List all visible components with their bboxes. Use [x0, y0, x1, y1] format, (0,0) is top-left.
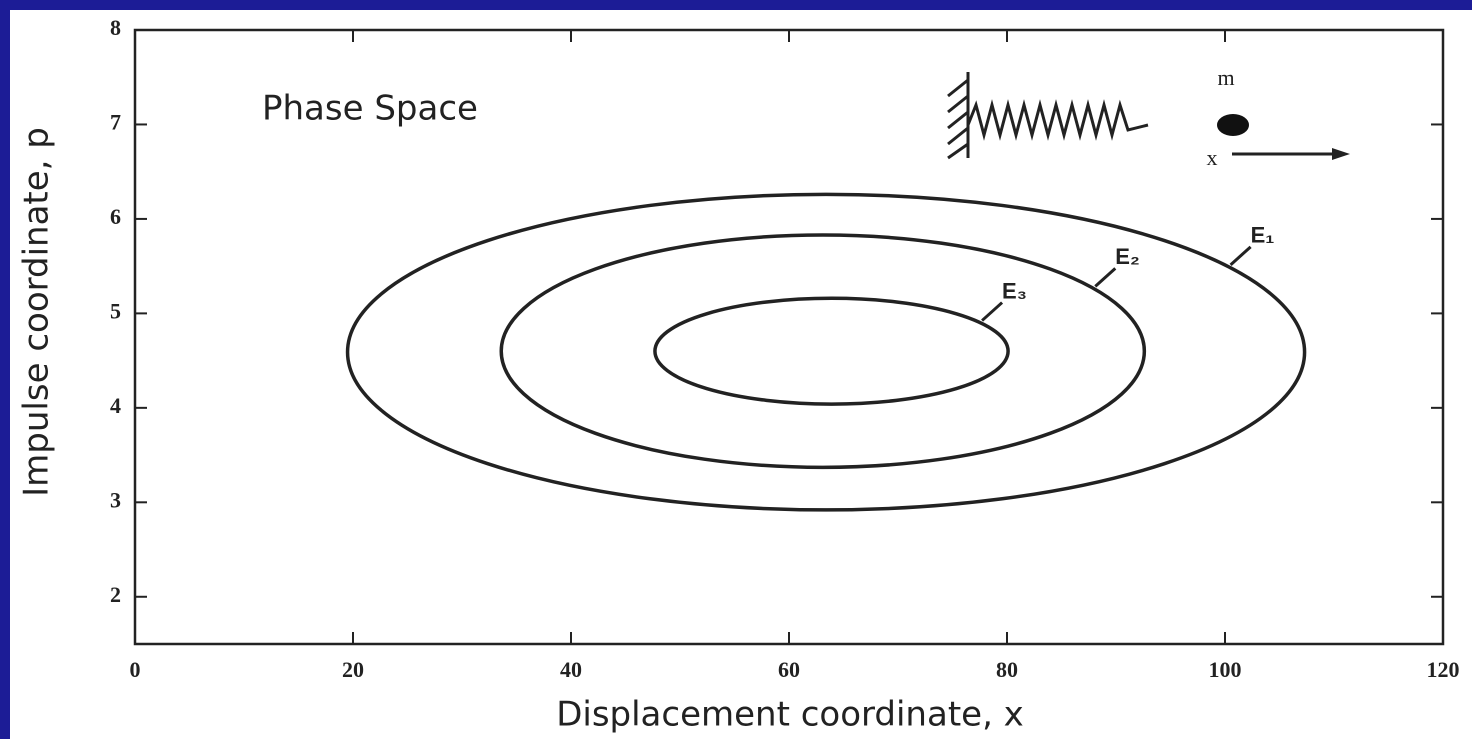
series-label: E₃: [1002, 278, 1027, 303]
chart-title: Phase Space: [262, 89, 478, 129]
y-tick-label: 7: [110, 110, 121, 135]
chart: Phase Space Displacement coordinate, x I…: [0, 0, 1472, 739]
x-tick-label: 20: [342, 657, 364, 682]
y-axis-label: Impulse coordinate, p: [17, 127, 57, 497]
y-tick-label: 3: [110, 487, 121, 512]
x-tick-label: 100: [1209, 657, 1242, 682]
mass: [1217, 114, 1249, 136]
x-axis-label: Displacement coordinate, x: [556, 695, 1024, 735]
x-tick-label: 0: [130, 657, 141, 682]
y-tick-label: 4: [110, 393, 121, 418]
plot-panel: [10, 10, 1472, 739]
x-tick-label: 120: [1427, 657, 1460, 682]
y-tick-label: 6: [110, 204, 121, 229]
y-tick-label: 8: [110, 15, 121, 40]
x-tick-label: 80: [996, 657, 1018, 682]
series-label: E₁: [1251, 223, 1275, 248]
series-label: E₂: [1115, 244, 1139, 269]
y-tick-label: 2: [110, 582, 121, 607]
x-tick-label: 60: [778, 657, 800, 682]
y-tick-label: 5: [110, 298, 121, 323]
inset-label: m: [1217, 65, 1234, 90]
x-tick-label: 40: [560, 657, 582, 682]
inset-label: x: [1207, 145, 1218, 170]
